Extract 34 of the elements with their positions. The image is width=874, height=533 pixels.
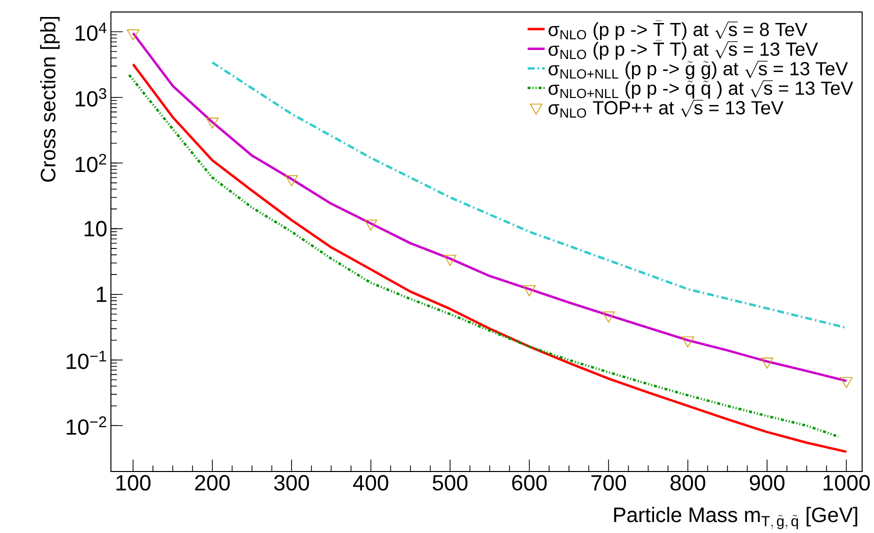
point: [285, 175, 298, 186]
y-tick-label: 10$^{2}$: [76, 154, 106, 172]
point: [840, 376, 853, 388]
x-tick-label: 1000: [824, 474, 870, 490]
point: [602, 311, 615, 322]
legend-label: $\text{σ}_{\text{NLO}}\text{ (p p -> }\bar{\text{T}}\text{ T) at }\sqrt{\text{s}}\text{ = 8 TeV}$: [548, 20, 808, 40]
point: [523, 285, 536, 296]
y-tick-label: 10$^{−1}$: [66, 350, 106, 369]
x-tick-label: 300: [274, 474, 309, 490]
legend-label: $\text{σ}_{\text{NLO+NLL}}\text{ (p p -> }\tilde{\text{q}}\ \tilde{\text{q}}\text{ ) at }\sqrt{\text{s}}\text{ = 13 TeV}$: [548, 80, 854, 98]
y-axis-title: Cross section [pb]: [40, 16, 60, 182]
y-tick-label: 10: [84, 220, 107, 236]
x-tick-label: 700: [591, 474, 626, 490]
x-tick-label: 900: [750, 474, 784, 490]
legend-label: $\text{σ}_{\text{NLO}}\text{ TOP++ at }\sqrt{\text{s}}\text{ = 13 TeV}$: [548, 100, 784, 118]
x-tick-label: 600: [512, 474, 547, 490]
x-tick-label: 100: [116, 474, 150, 490]
point: [206, 117, 219, 128]
y-tick-label: 1: [96, 286, 106, 302]
x-tick-label: 500: [432, 474, 468, 490]
point: [444, 254, 456, 266]
legend-label: $\text{σ}_{\text{NLO+NLL}}\text{ (p p -> }\tilde{\text{g}}\ \tilde{\text{g}}\text{) at }\sqrt{\text{s}}\text{ = 13 TeV}$: [548, 60, 848, 79]
point: [364, 219, 378, 230]
x-axis-title: $\text{Particle Mass m}_{\text{T},\,\tilde{\text{g}},\,\tilde{\text{q}}}\text{ [GeV]}$: [614, 506, 858, 529]
x-tick-label: 800: [670, 474, 706, 490]
y-tick-label: 10$^{4}$: [76, 22, 106, 41]
point: [126, 29, 140, 40]
legend-label: $\text{σ}_{\text{NLO}}\text{ (p p -> }\bar{\text{T}}\text{ T) at }\sqrt{\text{s}}\text{ = 13 TeV}$: [548, 40, 818, 60]
x-tick-label: 200: [195, 474, 230, 490]
point: [682, 336, 694, 348]
x-tick-label: 400: [353, 474, 388, 490]
y-tick-label: 10$^{3}$: [76, 88, 106, 106]
y-tick-label: 10$^{−2}$: [66, 416, 106, 435]
point: [760, 357, 774, 368]
